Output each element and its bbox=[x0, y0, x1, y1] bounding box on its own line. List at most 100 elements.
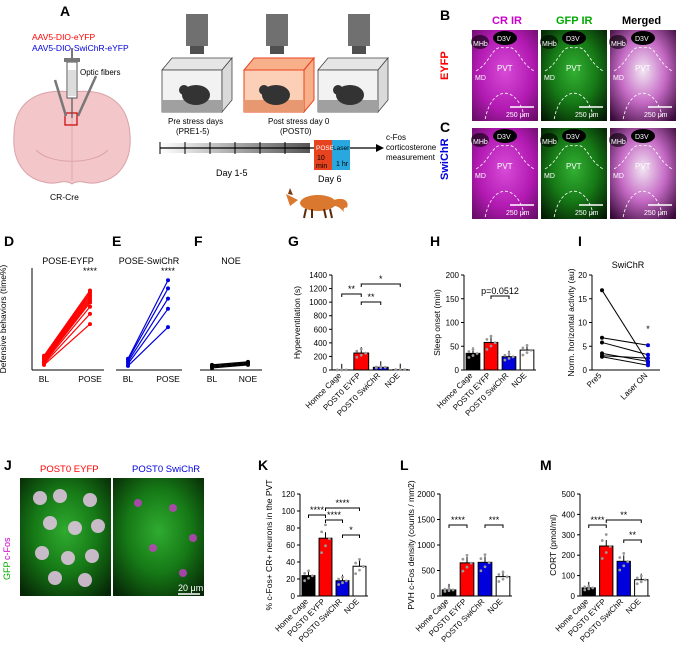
data-point bbox=[635, 582, 639, 586]
data-point bbox=[379, 365, 383, 369]
bl-point bbox=[42, 353, 46, 358]
region-d3v: D3V bbox=[635, 36, 649, 43]
pre-stress-days-label: (PRE1-5) bbox=[176, 127, 210, 136]
significance-bracket bbox=[341, 293, 362, 297]
y-tick-label: 600 bbox=[314, 325, 328, 334]
pose-point bbox=[166, 286, 170, 291]
data-point bbox=[600, 539, 604, 542]
data-point bbox=[355, 349, 359, 353]
subject-line bbox=[43, 290, 91, 357]
data-point bbox=[443, 590, 447, 593]
significance-bracket bbox=[448, 524, 468, 528]
subject-line bbox=[43, 298, 91, 361]
data-point bbox=[383, 365, 387, 369]
data-point bbox=[479, 569, 483, 573]
laser-on-point bbox=[646, 356, 650, 361]
data-point bbox=[489, 344, 493, 348]
subject-line bbox=[127, 279, 169, 360]
data-point bbox=[361, 565, 365, 568]
cell-nucleus bbox=[91, 519, 105, 533]
j-swichr-title: POST0 SwiChR bbox=[132, 464, 200, 475]
target-box bbox=[64, 112, 78, 126]
day-1-5-label: Day 1-5 bbox=[216, 168, 248, 178]
pvt-lower-boundary bbox=[622, 92, 664, 120]
j-gfp-label: GFP bbox=[2, 561, 12, 580]
y-tick-label: 5 bbox=[583, 342, 588, 351]
significance-label: **** bbox=[590, 515, 605, 525]
data-point bbox=[344, 368, 348, 372]
d3v-region bbox=[562, 129, 586, 143]
significance-label: * bbox=[646, 324, 650, 334]
panel-letter-k: K bbox=[258, 457, 268, 473]
chart-title: SwiChR bbox=[612, 260, 645, 270]
data-point bbox=[465, 565, 469, 569]
x-tick-label: BL bbox=[123, 374, 134, 384]
pose-point bbox=[166, 306, 170, 311]
data-point bbox=[618, 568, 622, 572]
significance-bracket bbox=[308, 514, 326, 518]
significance-bracket bbox=[325, 507, 360, 511]
significance-label: **** bbox=[335, 498, 350, 508]
data-point bbox=[374, 365, 378, 369]
data-point bbox=[489, 334, 493, 338]
data-point bbox=[335, 368, 339, 372]
y-tick-label: 50 bbox=[450, 342, 459, 351]
d3v-region bbox=[493, 31, 517, 45]
cell-nucleus bbox=[33, 491, 47, 505]
panel-letter-l: L bbox=[400, 457, 409, 473]
x-tick-label: NOE bbox=[624, 597, 643, 616]
x-tick-label: Pre5 bbox=[585, 371, 604, 390]
y-tick-label: 500 bbox=[422, 567, 436, 576]
data-point bbox=[327, 537, 331, 541]
cell-nucleus bbox=[61, 551, 75, 565]
subject-line bbox=[601, 341, 649, 356]
timeline-ticks bbox=[159, 142, 286, 154]
j-micrographs bbox=[20, 478, 204, 596]
pose-block bbox=[314, 140, 332, 170]
cage-stress-icon bbox=[242, 56, 316, 114]
subject-line bbox=[43, 294, 91, 359]
y-tick-label: 0 bbox=[455, 366, 460, 375]
cell-nucleus bbox=[68, 521, 82, 535]
data-point bbox=[394, 368, 398, 372]
scale-bar-label: 250 μm bbox=[506, 112, 530, 119]
data-point bbox=[483, 565, 487, 569]
region-d3v: D3V bbox=[566, 36, 580, 43]
region-md: MD bbox=[544, 173, 555, 180]
y-tick-label: 1000 bbox=[417, 541, 435, 550]
j-eyfp-title: POST0 EYFP bbox=[40, 464, 99, 475]
data-point bbox=[303, 571, 307, 575]
data-point bbox=[358, 558, 361, 561]
y-tick-label: 0 bbox=[571, 592, 576, 601]
optic-fibers-label: Optic fibers bbox=[80, 68, 120, 77]
mhb-region bbox=[540, 35, 558, 49]
y-tick-label: 40 bbox=[286, 558, 295, 567]
region-pvt: PVT bbox=[566, 64, 582, 73]
data-point bbox=[310, 574, 314, 578]
pose-point bbox=[88, 288, 92, 293]
y-tick-label: 400 bbox=[314, 339, 328, 348]
subject-line bbox=[211, 363, 249, 368]
col-cr-ir: CR IR bbox=[492, 15, 522, 27]
panel-letter-d: D bbox=[4, 233, 14, 249]
y-axis-label: PVH c-Fos density (counts / mm2) bbox=[406, 480, 416, 610]
subject-line bbox=[601, 355, 649, 359]
data-point bbox=[451, 588, 455, 592]
laser-on-point bbox=[646, 352, 650, 357]
col-gfp-ir: GFP IR bbox=[556, 15, 593, 27]
panel-a: A AAV5-DIO-eYFP AAV5-DIO-SwiChR-eYFP Opt… bbox=[13, 3, 437, 219]
data-point bbox=[497, 573, 501, 576]
cell-nucleus bbox=[85, 549, 99, 563]
region-d3v: D3V bbox=[566, 134, 580, 141]
significance-label: ** bbox=[629, 530, 637, 540]
panel-d: D POSE-EYFP BL POSE **** Defensive behaviors … bbox=[0, 233, 104, 384]
scale-bar-label: 250 μm bbox=[506, 210, 530, 217]
region-mhb: MHb bbox=[611, 41, 626, 48]
scale-bar-label: 250 μm bbox=[644, 210, 668, 217]
brain-section-icon bbox=[13, 90, 131, 185]
y-tick-label: 100 bbox=[446, 319, 460, 328]
row-swichr-label: SwiChR bbox=[439, 138, 451, 180]
significance-label: **** bbox=[83, 266, 98, 276]
